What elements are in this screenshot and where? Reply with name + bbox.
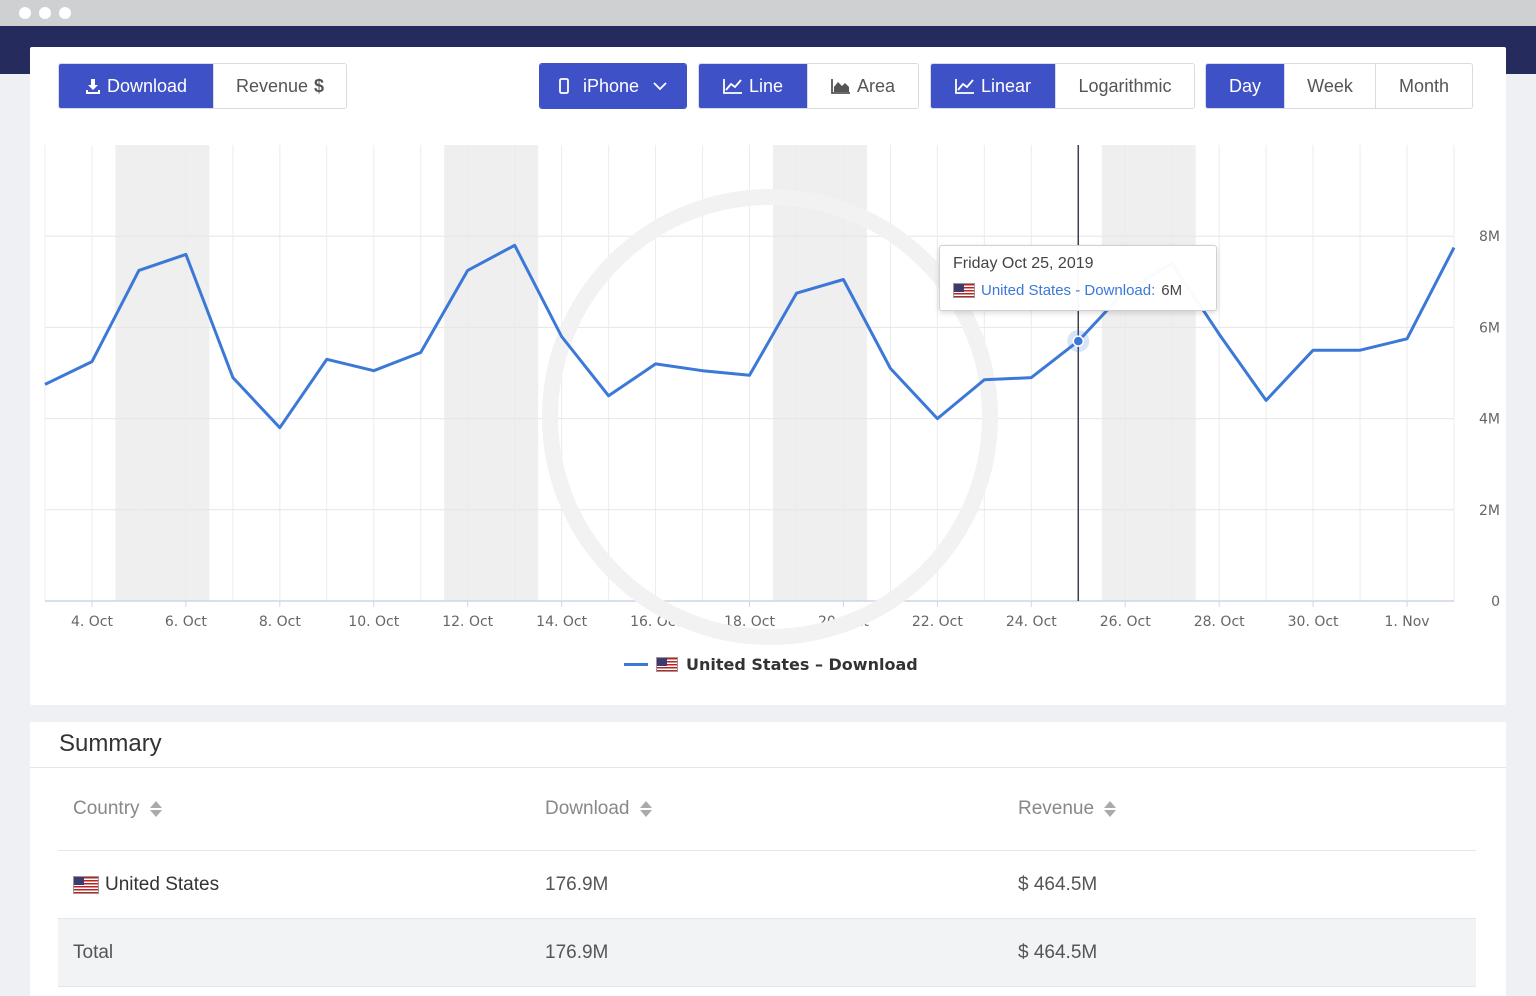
us-flag-icon xyxy=(656,657,678,672)
watermark-logo xyxy=(542,189,998,645)
line-chart-icon xyxy=(723,78,743,94)
x-tick-label: 12. Oct xyxy=(442,614,493,630)
sort-icon xyxy=(1104,800,1117,818)
window-titlebar xyxy=(0,0,1536,26)
x-tick-label: 28. Oct xyxy=(1194,614,1245,630)
metric-toggle: Download Revenue $ xyxy=(58,63,347,109)
linear-scale-button[interactable]: Linear xyxy=(931,64,1055,108)
x-tick-label: 26. Oct xyxy=(1100,614,1151,630)
column-header-revenue[interactable]: Revenue xyxy=(1018,768,1117,850)
tooltip-colon: : xyxy=(1151,282,1156,299)
window-control-dot[interactable] xyxy=(19,7,31,19)
weekend-band xyxy=(115,145,210,601)
us-flag-icon xyxy=(953,283,975,298)
x-tick-label: 8. Oct xyxy=(259,614,302,630)
x-tick-label: 24. Oct xyxy=(1006,614,1057,630)
dollar-icon: $ xyxy=(314,75,325,96)
us-flag-icon xyxy=(73,875,99,894)
tooltip-value: 6M xyxy=(1161,282,1183,299)
y-tick-label: 0 xyxy=(1491,594,1500,610)
legend-line-swatch xyxy=(624,663,648,666)
sort-icon xyxy=(639,800,652,818)
device-select[interactable]: iPhone xyxy=(539,63,687,109)
area-chart-label: Area xyxy=(856,75,896,96)
table-row: United States 176.9M $ 464.5M xyxy=(58,851,1476,919)
x-tick-label: 30. Oct xyxy=(1288,614,1339,630)
y-tick-label: 4M xyxy=(1479,412,1500,428)
column-header-label: Revenue xyxy=(1018,798,1095,819)
x-tick-label: 1. Nov xyxy=(1384,614,1429,630)
chart-legend-item[interactable]: United States – Download xyxy=(624,655,918,674)
chart-card: Download Revenue $ iPhone Line xyxy=(30,47,1506,705)
weekend-band xyxy=(1101,145,1196,601)
linear-scale-label: Linear xyxy=(980,75,1032,96)
hover-point xyxy=(1072,335,1085,347)
logarithmic-scale-button[interactable]: Logarithmic xyxy=(1055,64,1194,108)
sort-icon xyxy=(149,800,162,818)
total-label: Total xyxy=(73,941,114,963)
y-tick-label: 2M xyxy=(1479,503,1500,519)
day-period-button[interactable]: Day xyxy=(1206,64,1284,108)
area-chart-button[interactable]: Area xyxy=(807,64,918,108)
revenue-metric-label: Revenue xyxy=(235,75,309,96)
country-name: United States xyxy=(105,873,220,895)
revenue-metric-button[interactable]: Revenue $ xyxy=(213,64,346,108)
column-header-download[interactable]: Download xyxy=(545,768,652,850)
x-tick-label: 6. Oct xyxy=(165,614,208,630)
revenue-cell: $ 464.5M xyxy=(1018,873,1098,895)
x-tick-label: 4. Oct xyxy=(71,614,114,630)
x-tick-label: 10. Oct xyxy=(348,614,399,630)
y-tick-label: 6M xyxy=(1479,320,1500,336)
divider xyxy=(30,767,1506,768)
device-select-value: iPhone xyxy=(582,75,640,96)
line-chart-label: Line xyxy=(748,75,784,96)
day-period-label: Day xyxy=(1228,75,1261,96)
x-tick-label: 18. Oct xyxy=(724,614,775,630)
chart-tooltip: Friday Oct 25, 2019 United States - Down… xyxy=(939,245,1217,311)
window-control-dot[interactable] xyxy=(39,7,51,19)
week-period-label: Week xyxy=(1307,75,1353,96)
download-line-chart[interactable]: 0 2M 4M 6M 8M 4. Oct 6. Oct 8. Oct 10. Oct 12. Oc… xyxy=(30,47,1506,647)
column-header-label: Country xyxy=(73,798,140,819)
area-chart-icon xyxy=(831,78,851,94)
summary-table: Country Download Revenue United States 1… xyxy=(58,768,1476,987)
tooltip-series-label: United States - Download xyxy=(981,282,1152,299)
download-metric-label: Download xyxy=(106,75,188,96)
tooltip-date: Friday Oct 25, 2019 xyxy=(953,255,1094,272)
table-total-row: Total 176.9M $ 464.5M xyxy=(58,919,1476,987)
week-period-button[interactable]: Week xyxy=(1284,64,1375,108)
download-cell: 176.9M xyxy=(545,873,609,895)
y-tick-label: 8M xyxy=(1479,229,1500,245)
legend-label: United States – Download xyxy=(686,655,918,674)
chart-type-toggle: Line Area xyxy=(698,63,919,109)
period-toggle: Day Week Month xyxy=(1205,63,1473,109)
line-chart-button[interactable]: Line xyxy=(699,64,807,108)
download-metric-button[interactable]: Download xyxy=(59,64,213,108)
summary-card: Summary Country Download Revenue United … xyxy=(30,722,1506,996)
x-tick-label: 14. Oct xyxy=(536,614,587,630)
device-select-button[interactable]: iPhone xyxy=(540,64,686,108)
total-revenue-cell: $ 464.5M xyxy=(1018,941,1098,963)
series-line xyxy=(44,243,1456,430)
total-download-cell: 176.9M xyxy=(545,941,609,963)
phone-icon xyxy=(559,78,569,94)
download-icon xyxy=(85,78,101,94)
column-header-country[interactable]: Country xyxy=(73,768,162,850)
country-cell: United States xyxy=(73,851,219,918)
table-header-row: Country Download Revenue xyxy=(58,768,1476,851)
summary-title: Summary xyxy=(59,730,162,757)
scale-toggle: Linear Logarithmic xyxy=(930,63,1195,109)
line-chart-icon xyxy=(955,78,975,94)
month-period-label: Month xyxy=(1398,75,1450,96)
chevron-down-icon xyxy=(653,81,667,91)
logarithmic-scale-label: Logarithmic xyxy=(1078,75,1172,96)
month-period-button[interactable]: Month xyxy=(1375,64,1472,108)
column-header-label: Download xyxy=(545,798,630,819)
window-control-dot[interactable] xyxy=(59,7,71,19)
weekend-band xyxy=(444,145,539,601)
x-tick-label: 22. Oct xyxy=(912,614,963,630)
